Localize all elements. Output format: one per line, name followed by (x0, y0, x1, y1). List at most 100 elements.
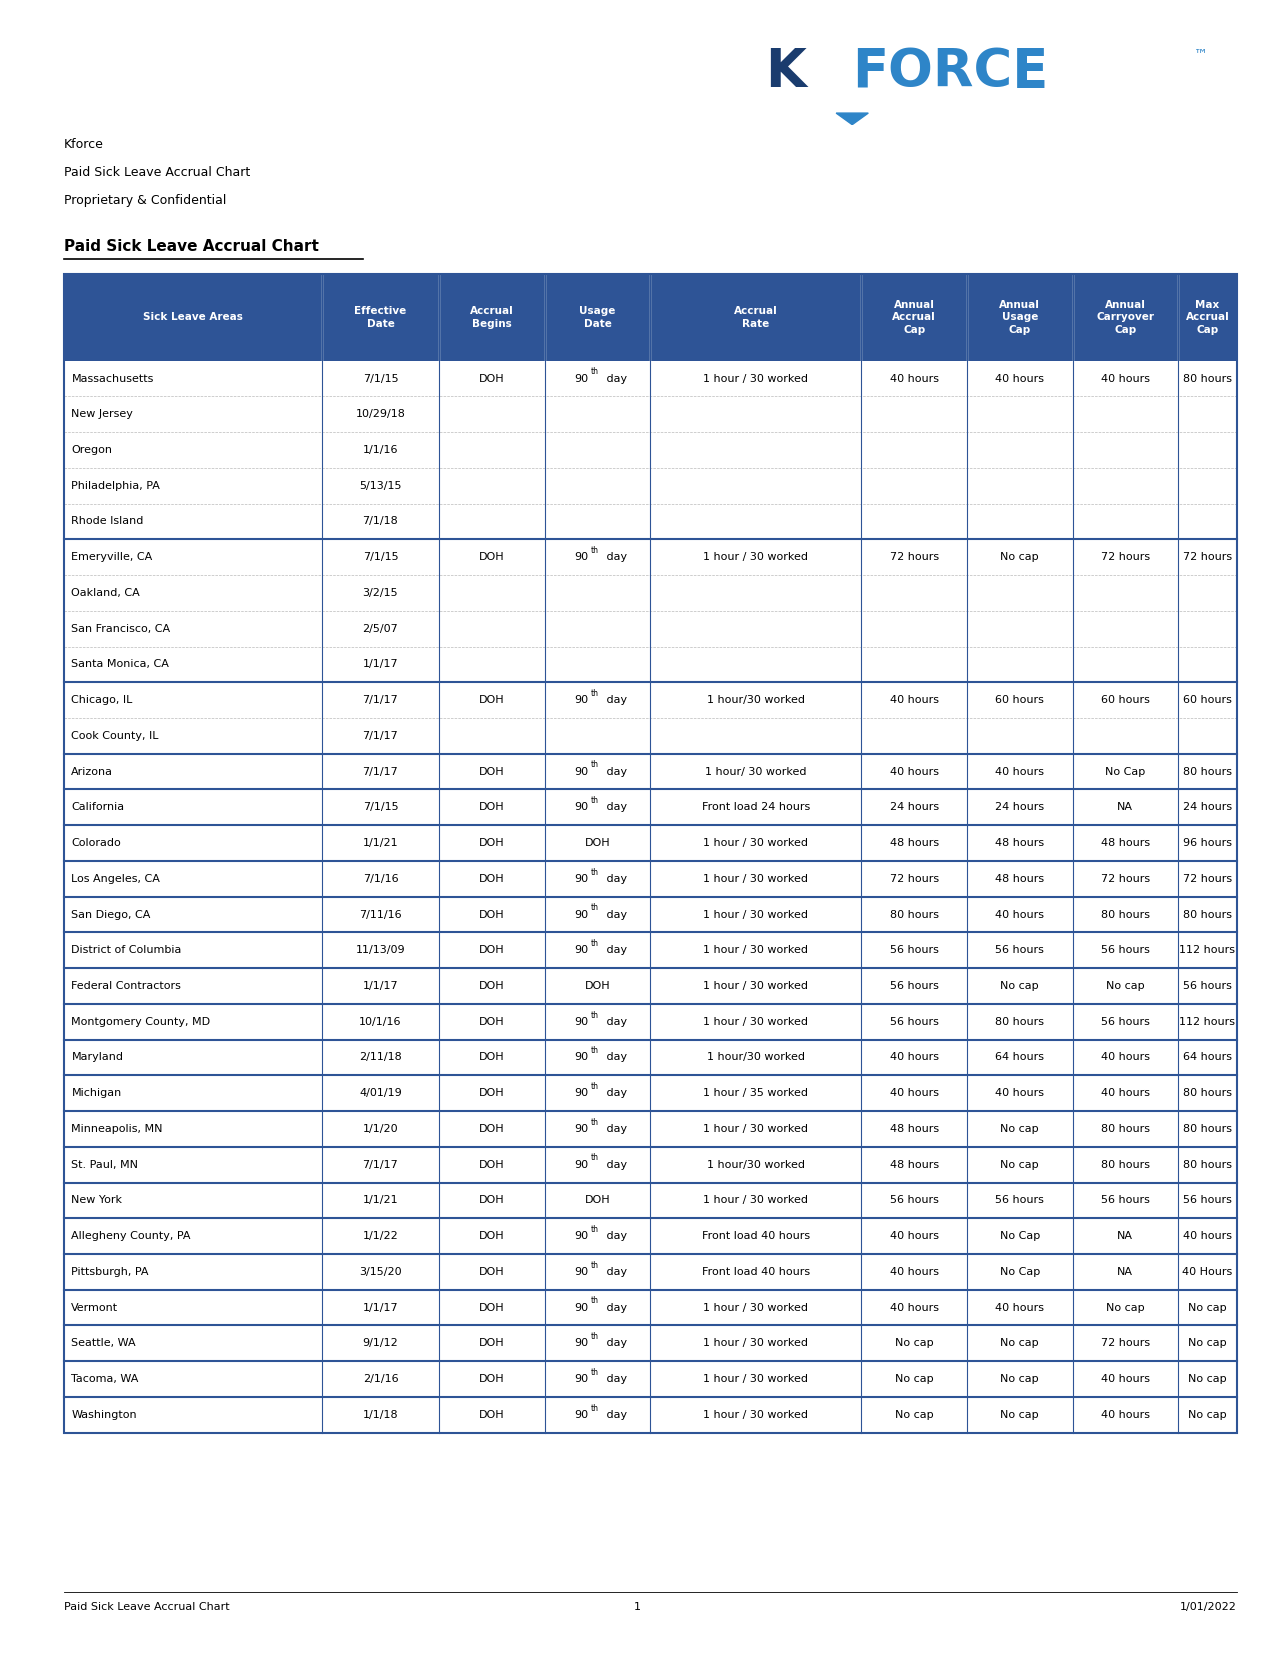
Text: DOH: DOH (479, 946, 505, 956)
Text: DOH: DOH (479, 1266, 505, 1276)
Text: 2/11/18: 2/11/18 (360, 1052, 402, 1062)
Text: th: th (592, 796, 599, 804)
Text: Los Angeles, CA: Los Angeles, CA (71, 874, 161, 884)
Text: 40 hours: 40 hours (996, 374, 1044, 384)
Text: 1 hour/30 worked: 1 hour/30 worked (706, 1160, 805, 1170)
Text: th: th (592, 367, 599, 376)
Text: Vermont: Vermont (71, 1303, 119, 1313)
Text: Massachusetts: Massachusetts (71, 374, 154, 384)
Text: th: th (592, 1296, 599, 1305)
Text: 40 hours: 40 hours (890, 374, 938, 384)
Bar (64, 1361, 1237, 1396)
Text: Oregon: Oregon (71, 445, 112, 455)
Text: day: day (603, 766, 627, 776)
Text: 72 hours: 72 hours (1183, 874, 1232, 884)
Text: Philadelphia, PA: Philadelphia, PA (71, 480, 161, 490)
Text: ™: ™ (1195, 48, 1207, 61)
Polygon shape (836, 113, 868, 125)
Text: Annual
Accrual
Cap: Annual Accrual Cap (892, 301, 936, 334)
Text: day: day (603, 909, 627, 919)
Text: 7/1/17: 7/1/17 (362, 731, 398, 741)
Text: 90: 90 (575, 1089, 589, 1099)
Text: Maryland: Maryland (71, 1052, 124, 1062)
Text: 56 hours: 56 hours (890, 1195, 938, 1205)
Text: 1 hour / 30 worked: 1 hour / 30 worked (704, 374, 808, 384)
Text: 1/1/17: 1/1/17 (362, 981, 398, 991)
Bar (64, 647, 1237, 681)
Text: 40 hours: 40 hours (890, 1052, 938, 1062)
Text: No cap: No cap (1001, 552, 1039, 562)
Bar (64, 1075, 1237, 1110)
Bar (64, 610, 1237, 647)
Text: th: th (592, 1261, 599, 1270)
Bar (64, 1290, 1237, 1325)
Bar (64, 753, 1237, 789)
Text: 24 hours: 24 hours (996, 803, 1044, 813)
Text: th: th (592, 761, 599, 770)
Text: 48 hours: 48 hours (890, 1160, 938, 1170)
Text: DOH: DOH (479, 1303, 505, 1313)
Bar (64, 1218, 1237, 1253)
Text: DOH: DOH (479, 766, 505, 776)
Text: 80 hours: 80 hours (1183, 909, 1232, 919)
Text: 90: 90 (575, 803, 589, 813)
Text: th: th (592, 690, 599, 698)
Text: Minneapolis, MN: Minneapolis, MN (71, 1124, 163, 1133)
Text: 60 hours: 60 hours (996, 695, 1044, 705)
Bar (64, 681, 1237, 718)
Text: 1 hour/30 worked: 1 hour/30 worked (706, 695, 805, 705)
Text: No cap: No cap (895, 1374, 933, 1384)
Text: 5/13/15: 5/13/15 (360, 480, 402, 490)
Text: Washington: Washington (71, 1409, 136, 1419)
Bar (64, 397, 1237, 432)
Text: 48 hours: 48 hours (996, 874, 1044, 884)
Text: 56 hours: 56 hours (890, 981, 938, 991)
Text: 90: 90 (575, 1338, 589, 1348)
Text: 90: 90 (575, 1052, 589, 1062)
Text: 1 hour / 30 worked: 1 hour / 30 worked (704, 838, 808, 848)
Text: 90: 90 (575, 1124, 589, 1133)
Text: 40 hours: 40 hours (996, 766, 1044, 776)
Text: 90: 90 (575, 1374, 589, 1384)
Text: 90: 90 (575, 1409, 589, 1419)
Text: Effective
Date: Effective Date (354, 306, 407, 329)
Text: 80 hours: 80 hours (890, 909, 938, 919)
Text: DOH: DOH (479, 1374, 505, 1384)
Text: Proprietary & Confidential: Proprietary & Confidential (64, 194, 226, 208)
Text: day: day (603, 1232, 627, 1242)
Text: 10/29/18: 10/29/18 (356, 409, 405, 419)
Text: DOH: DOH (479, 374, 505, 384)
Text: Accrual
Rate: Accrual Rate (734, 306, 778, 329)
Text: DOH: DOH (479, 981, 505, 991)
Text: 64 hours: 64 hours (1183, 1052, 1232, 1062)
Text: Paid Sick Leave Accrual Chart: Paid Sick Leave Accrual Chart (64, 239, 319, 254)
Text: 56 hours: 56 hours (890, 1017, 938, 1027)
Text: th: th (592, 1047, 599, 1055)
Text: 48 hours: 48 hours (1100, 838, 1150, 848)
Text: th: th (592, 939, 599, 947)
Text: 56 hours: 56 hours (890, 946, 938, 956)
Text: 72 hours: 72 hours (890, 552, 938, 562)
Text: 90: 90 (575, 909, 589, 919)
Text: th: th (592, 1010, 599, 1019)
Text: 90: 90 (575, 1266, 589, 1276)
Text: day: day (603, 1124, 627, 1133)
Text: th: th (592, 1119, 599, 1127)
Bar (64, 789, 1237, 824)
Bar (64, 896, 1237, 932)
Text: New York: New York (71, 1195, 122, 1205)
Text: No cap: No cap (1188, 1303, 1227, 1313)
Text: DOH: DOH (479, 803, 505, 813)
Text: 40 hours: 40 hours (890, 1089, 938, 1099)
Text: 90: 90 (575, 1017, 589, 1027)
Text: Oakland, CA: Oakland, CA (71, 588, 140, 598)
Text: Sick Leave Areas: Sick Leave Areas (143, 312, 242, 322)
Text: 112 hours: 112 hours (1179, 1017, 1235, 1027)
Text: 2/1/16: 2/1/16 (362, 1374, 398, 1384)
Text: 56 hours: 56 hours (1100, 946, 1150, 956)
Text: th: th (592, 1368, 599, 1376)
Text: Colorado: Colorado (71, 838, 121, 848)
Text: 7/1/16: 7/1/16 (362, 874, 398, 884)
Text: th: th (592, 868, 599, 876)
Bar (64, 967, 1237, 1004)
